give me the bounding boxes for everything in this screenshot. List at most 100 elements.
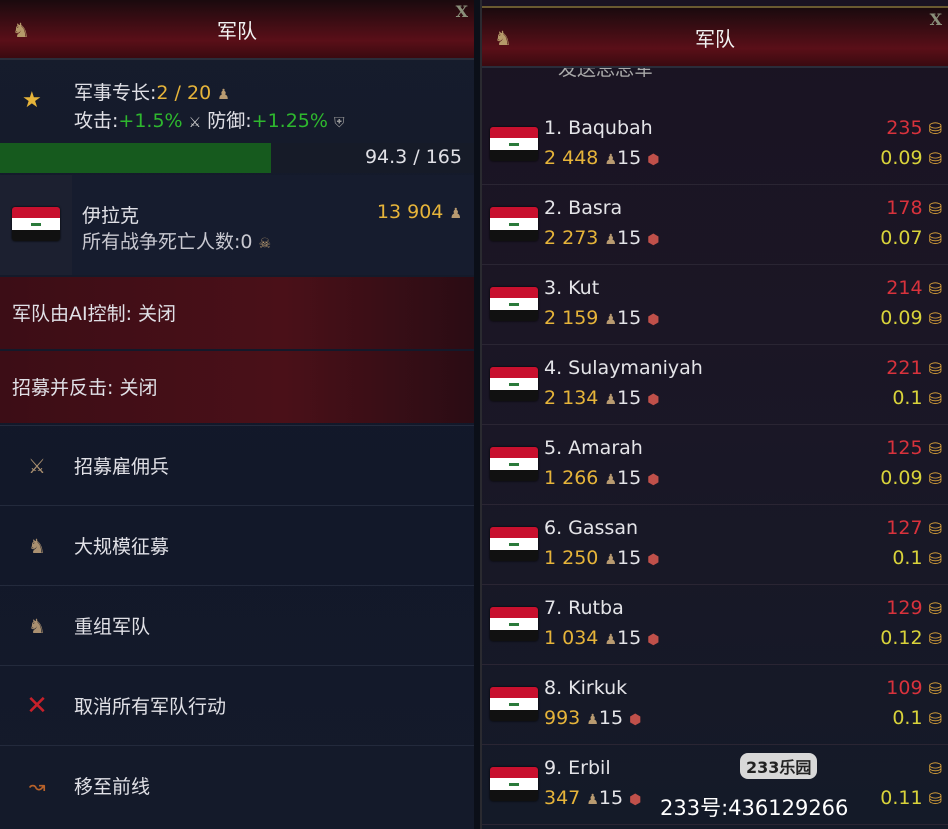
- cost-value: 129: [886, 597, 923, 619]
- army-level: 15: [617, 467, 642, 489]
- army-troops: 2 273: [544, 227, 599, 249]
- iraq-flag-icon: [490, 447, 538, 481]
- menu-label: 招募雇佣兵: [74, 456, 170, 478]
- bonus-line: 攻击:+1.5% ⚔ 防御:+1.25% ⛨: [74, 106, 345, 133]
- soldier-icon: ♟: [604, 152, 618, 168]
- army-level: 15: [617, 227, 642, 249]
- upkeep-value: 0.09: [880, 307, 923, 329]
- army-upkeep: 0.07 ⛁: [880, 227, 942, 249]
- defense-label: 防御:: [207, 110, 252, 132]
- upkeep-value: 0.07: [880, 227, 923, 249]
- army-level: 15: [598, 787, 624, 809]
- coins-icon: ⛁: [928, 309, 942, 328]
- army-troops: 2 448: [544, 147, 599, 169]
- country-section[interactable]: 伊拉克 所有战争死亡人数:0 ☠ 13 904 ♟: [0, 175, 474, 275]
- expertise-progress-bar: 94.3 / 165: [0, 143, 474, 173]
- army-row[interactable]: 9. Erbil 347 ♟15 ⬢ ⛁ 0.11 ⛁: [482, 745, 948, 825]
- army-name: 2. Basra: [544, 197, 623, 219]
- menu-mass-conscription[interactable]: ♞ 大规模征募: [0, 505, 474, 585]
- recruit-counter-toggle[interactable]: 招募并反击: 关闭: [0, 351, 474, 423]
- army-level: 15: [617, 387, 642, 409]
- army-upkeep: 0.1 ⛁: [892, 547, 942, 569]
- army-row[interactable]: 1. Baqubah 2 448 ♟15 ⬢ 235 ⛁ 0.09 ⛁: [482, 105, 948, 185]
- coins-icon: ⛁: [928, 439, 942, 458]
- expertise-star-icon: ★: [22, 88, 42, 113]
- coins-icon: ⛁: [928, 229, 942, 248]
- cost-value: 109: [886, 677, 923, 699]
- army-upkeep: 0.1 ⛁: [892, 707, 942, 729]
- panel-title: 军队: [217, 18, 257, 43]
- panel-header: ♞ 军队 X: [0, 0, 474, 60]
- army-cost: 178 ⛁: [886, 197, 942, 219]
- army-stats: 2 159 ♟15 ⬢: [544, 307, 659, 329]
- progress-fill: [0, 143, 271, 173]
- army-stats: 2 134 ♟15 ⬢: [544, 387, 659, 409]
- army-row[interactable]: 6. Gassan 1 250 ♟15 ⬢ 127 ⛁ 0.1 ⛁: [482, 505, 948, 585]
- badge-icon: ⬢: [629, 712, 642, 728]
- coins-icon: ⛁: [928, 389, 942, 408]
- coins-icon: ⛁: [928, 709, 942, 728]
- army-row[interactable]: 3. Kut 2 159 ♟15 ⬢ 214 ⛁ 0.09 ⛁: [482, 265, 948, 345]
- badge-icon: ⬢: [647, 232, 660, 248]
- army-level: 15: [598, 707, 624, 729]
- upkeep-value: 0.09: [880, 147, 923, 169]
- army-name: 1. Baqubah: [544, 117, 653, 139]
- army-level: 15: [617, 147, 642, 169]
- badge-icon: ⬢: [647, 392, 660, 408]
- close-button[interactable]: X: [455, 2, 468, 21]
- upkeep-value: 0.09: [880, 467, 923, 489]
- troops-value: 13 904: [376, 201, 444, 223]
- soldier-icon: ♟: [604, 392, 618, 408]
- iraq-flag-icon: [490, 287, 538, 321]
- army-level: 15: [617, 547, 642, 569]
- cost-value: 125: [886, 437, 923, 459]
- close-button[interactable]: X: [929, 10, 942, 29]
- upkeep-value: 0.1: [892, 387, 923, 409]
- soldier-icon: ♟: [449, 206, 462, 222]
- army-upkeep: 0.11 ⛁: [880, 787, 942, 809]
- army-stats: 2 448 ♟15 ⬢: [544, 147, 659, 169]
- soldier-icon: ♞: [494, 26, 512, 50]
- army-cost: 125 ⛁: [886, 437, 942, 459]
- army-level: 15: [617, 307, 642, 329]
- crossed-swords-icon: ⚔: [28, 453, 46, 478]
- army-name: 3. Kut: [544, 277, 600, 299]
- army-cost: 127 ⛁: [886, 517, 942, 539]
- army-name: 9. Erbil: [544, 757, 611, 779]
- red-x-icon: ✕: [26, 690, 48, 721]
- coins-icon: ⛁: [928, 279, 942, 298]
- army-row[interactable]: 2. Basra 2 273 ♟15 ⬢ 178 ⛁ 0.07 ⛁: [482, 185, 948, 265]
- coins-icon: ⛁: [928, 759, 942, 778]
- army-row[interactable]: 8. Kirkuk 993 ♟15 ⬢ 109 ⛁ 0.1 ⛁: [482, 665, 948, 745]
- coins-icon: ⛁: [928, 199, 942, 218]
- coins-icon: ⛁: [928, 119, 942, 138]
- army-stats: 1 034 ♟15 ⬢: [544, 627, 659, 649]
- army-upkeep: 0.1 ⛁: [892, 387, 942, 409]
- menu-cancel-all-actions[interactable]: ✕ 取消所有军队行动: [0, 665, 474, 745]
- menu-label: 取消所有军队行动: [74, 696, 227, 718]
- upkeep-value: 0.11: [880, 787, 923, 809]
- menu-label: 移至前线: [74, 776, 151, 798]
- army-name: 8. Kirkuk: [544, 677, 628, 699]
- army-row[interactable]: 7. Rutba 1 034 ♟15 ⬢ 129 ⛁ 0.12 ⛁: [482, 585, 948, 665]
- menu-recruit-mercenaries[interactable]: ⚔ 招募雇佣兵: [0, 425, 474, 505]
- attack-label: 攻击:: [74, 110, 119, 132]
- army-troops: 1 266: [544, 467, 599, 489]
- soldier-icon: ♟: [217, 87, 230, 103]
- badge-icon: ⬢: [629, 792, 642, 808]
- panel-title: 军队: [695, 26, 735, 51]
- ai-control-toggle[interactable]: 军队由AI控制: 关闭: [0, 277, 474, 349]
- army-name: 6. Gassan: [544, 517, 639, 539]
- army-level: 15: [617, 627, 642, 649]
- menu-reorganize-army[interactable]: ♞ 重组军队: [0, 585, 474, 665]
- army-row[interactable]: 5. Amarah 1 266 ♟15 ⬢ 125 ⛁ 0.09 ⛁: [482, 425, 948, 505]
- upkeep-value: 0.1: [892, 547, 923, 569]
- badge-icon: ⬢: [647, 312, 660, 328]
- menu-move-to-front[interactable]: ↝ 移至前线: [0, 745, 474, 825]
- badge-icon: ⬢: [647, 472, 660, 488]
- soldier-icon: ♟: [604, 552, 618, 568]
- cost-value: 221: [886, 357, 923, 379]
- army-row[interactable]: 4. Sulaymaniyah 2 134 ♟15 ⬢ 221 ⛁ 0.1 ⛁: [482, 345, 948, 425]
- country-name: 伊拉克: [82, 205, 140, 227]
- coins-icon: ⛁: [928, 549, 942, 568]
